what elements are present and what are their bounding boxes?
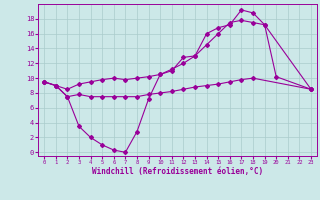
X-axis label: Windchill (Refroidissement éolien,°C): Windchill (Refroidissement éolien,°C) — [92, 167, 263, 176]
